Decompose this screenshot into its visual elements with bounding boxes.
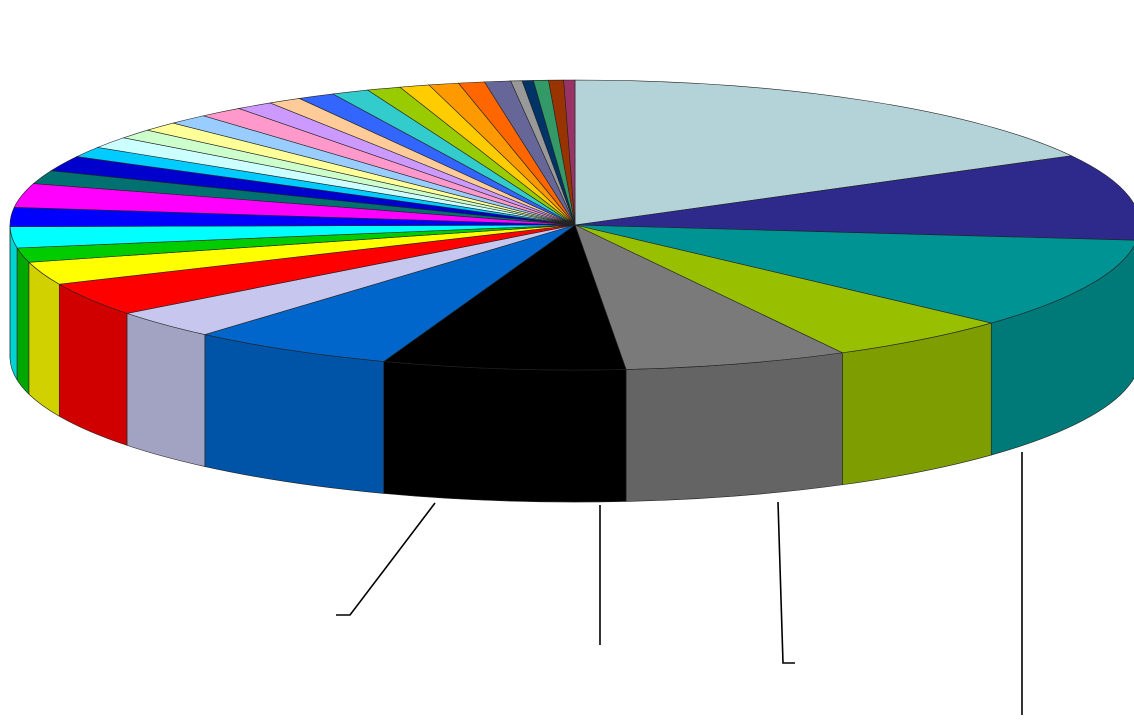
pie-slice-3: [574, 224, 992, 354]
pie-slice-35: [563, 79, 576, 226]
slice-side-10: [16, 246, 30, 395]
leader-line-3: [336, 502, 436, 616]
pie-slice-6: [203, 224, 576, 362]
slice-side-5: [383, 361, 627, 503]
pie-slice-4: [574, 224, 844, 370]
slice-side-7: [126, 312, 206, 467]
pie-slice-1: [574, 155, 1134, 241]
leader-lines: [336, 452, 1023, 715]
slice-side-11: [9, 226, 18, 382]
pie-slice-2: [574, 224, 1134, 324]
slice-side-4: [625, 352, 843, 502]
leader-line-1: [777, 501, 795, 664]
pie-slice-5: [382, 224, 627, 371]
pie-tops: [9, 79, 1134, 371]
slice-side-9: [28, 261, 60, 417]
pie-slice-0: [574, 79, 1073, 226]
